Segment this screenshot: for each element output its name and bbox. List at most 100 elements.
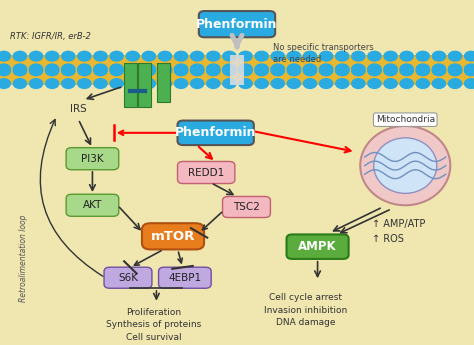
Ellipse shape: [374, 138, 437, 193]
Circle shape: [126, 79, 139, 88]
Circle shape: [29, 79, 43, 88]
Circle shape: [29, 66, 43, 76]
FancyBboxPatch shape: [104, 267, 152, 288]
Circle shape: [126, 51, 139, 61]
Circle shape: [0, 64, 10, 74]
Text: Proliferation
Synthesis of proteins
Cell survival: Proliferation Synthesis of proteins Cell…: [107, 308, 201, 342]
Circle shape: [400, 64, 413, 74]
Circle shape: [384, 79, 397, 88]
Circle shape: [400, 51, 413, 61]
FancyBboxPatch shape: [177, 120, 254, 145]
Circle shape: [448, 66, 462, 76]
Circle shape: [336, 79, 349, 88]
Circle shape: [46, 79, 59, 88]
Circle shape: [174, 66, 188, 76]
Circle shape: [46, 51, 59, 61]
Circle shape: [465, 79, 474, 88]
Circle shape: [191, 64, 204, 74]
Circle shape: [432, 51, 446, 61]
Circle shape: [29, 51, 43, 61]
Text: Phenformin: Phenformin: [196, 18, 278, 31]
Circle shape: [287, 66, 301, 76]
Circle shape: [448, 64, 462, 74]
Circle shape: [62, 66, 75, 76]
Circle shape: [142, 51, 155, 61]
Text: TSC2: TSC2: [233, 202, 260, 212]
Circle shape: [0, 79, 10, 88]
Circle shape: [336, 51, 349, 61]
Circle shape: [368, 64, 381, 74]
Circle shape: [271, 51, 284, 61]
Text: REDD1: REDD1: [188, 168, 224, 177]
Circle shape: [319, 79, 333, 88]
Circle shape: [271, 79, 284, 88]
Circle shape: [416, 79, 429, 88]
Circle shape: [207, 66, 220, 76]
Circle shape: [62, 64, 75, 74]
Circle shape: [78, 64, 91, 74]
Circle shape: [223, 51, 236, 61]
Circle shape: [465, 66, 474, 76]
Circle shape: [191, 79, 204, 88]
Circle shape: [174, 64, 188, 74]
Circle shape: [78, 66, 91, 76]
Circle shape: [158, 79, 172, 88]
Circle shape: [78, 51, 91, 61]
Circle shape: [465, 51, 474, 61]
Circle shape: [223, 66, 236, 76]
Text: 4EBP1: 4EBP1: [168, 273, 201, 283]
Circle shape: [78, 79, 91, 88]
Circle shape: [303, 79, 317, 88]
Circle shape: [432, 66, 446, 76]
Circle shape: [13, 51, 27, 61]
Circle shape: [368, 66, 381, 76]
Circle shape: [223, 64, 236, 74]
Bar: [157, 63, 170, 102]
Circle shape: [255, 51, 268, 61]
Circle shape: [287, 79, 301, 88]
Bar: [0, 55, 474, 70]
FancyBboxPatch shape: [286, 235, 348, 259]
Circle shape: [158, 66, 172, 76]
Circle shape: [416, 66, 429, 76]
Circle shape: [110, 51, 123, 61]
Circle shape: [110, 79, 123, 88]
Circle shape: [191, 51, 204, 61]
Circle shape: [400, 79, 413, 88]
Circle shape: [46, 66, 59, 76]
Circle shape: [0, 66, 10, 76]
Circle shape: [287, 64, 301, 74]
FancyBboxPatch shape: [177, 161, 235, 184]
Circle shape: [352, 79, 365, 88]
Text: RTK: IGFR/IR, erB-2: RTK: IGFR/IR, erB-2: [10, 32, 91, 41]
Circle shape: [368, 79, 381, 88]
Text: PI3K: PI3K: [81, 154, 104, 164]
Circle shape: [207, 79, 220, 88]
Ellipse shape: [360, 126, 450, 205]
Circle shape: [13, 64, 27, 74]
Circle shape: [319, 66, 333, 76]
Circle shape: [94, 66, 107, 76]
Circle shape: [29, 64, 43, 74]
Circle shape: [384, 51, 397, 61]
Text: ↑ AMP/ATP
↑ ROS: ↑ AMP/ATP ↑ ROS: [372, 219, 426, 244]
FancyBboxPatch shape: [66, 194, 118, 216]
Bar: [124, 63, 137, 107]
Circle shape: [46, 64, 59, 74]
FancyBboxPatch shape: [223, 196, 270, 218]
Circle shape: [352, 64, 365, 74]
Circle shape: [174, 79, 188, 88]
Circle shape: [158, 64, 172, 74]
FancyBboxPatch shape: [199, 11, 275, 37]
Circle shape: [271, 66, 284, 76]
Text: No specific transporters
are needed: No specific transporters are needed: [273, 43, 374, 64]
Circle shape: [62, 51, 75, 61]
Circle shape: [384, 64, 397, 74]
Circle shape: [174, 51, 188, 61]
Circle shape: [336, 66, 349, 76]
Text: IRS: IRS: [70, 104, 87, 114]
Circle shape: [432, 79, 446, 88]
FancyBboxPatch shape: [158, 267, 211, 288]
Circle shape: [13, 79, 27, 88]
Circle shape: [271, 64, 284, 74]
